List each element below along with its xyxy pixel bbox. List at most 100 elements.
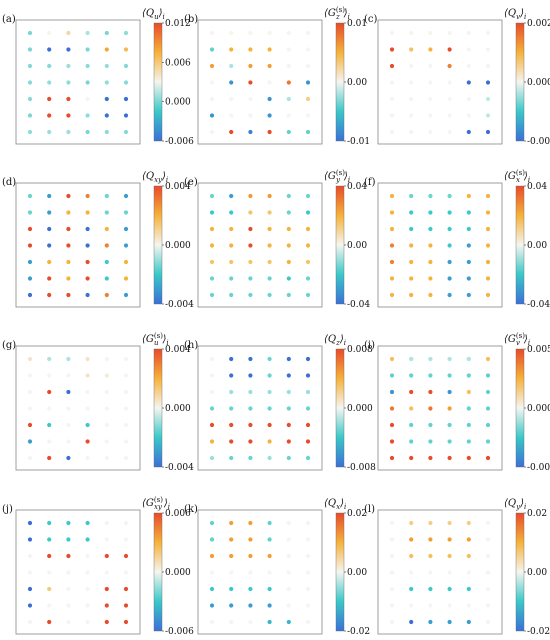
colorbar-tick-label: -0.004 [165,463,194,473]
data-point [305,520,311,526]
data-point [66,356,71,362]
data-point [209,129,215,135]
data-point [248,210,253,215]
data-point [27,586,33,592]
data-point [123,259,129,265]
data-point [209,439,215,444]
data-point [305,210,311,215]
plot-frame [197,19,323,145]
data-point [305,129,311,135]
plot-frame [197,182,323,308]
data-point [485,619,491,625]
data-point [27,276,33,281]
data-point [485,259,491,265]
data-point [85,553,90,559]
data-point [409,96,414,102]
colorbar-tick-label: 0.04 [527,182,547,192]
data-point [85,243,90,248]
plot-frame [15,345,141,471]
data-point [248,276,253,281]
data-point [267,226,272,232]
colorbar-title: ⟨G(s) y ⟩i [324,169,350,184]
data-point [248,292,253,298]
colorbar-tick-label: 0.000 [165,404,191,414]
data-point [428,113,433,118]
data-point [27,63,33,69]
data-point [286,619,291,625]
data-point [267,63,272,69]
data-point [85,356,90,362]
plot-frame [377,509,503,635]
data-point [305,439,311,444]
data-point [466,422,471,428]
data-point [123,47,129,52]
data-point [466,193,471,199]
colorbar-title: ⟨Qy⟩i [504,498,526,511]
data-point [267,619,272,625]
data-point [389,210,395,215]
data-point [267,113,272,118]
data-point [466,570,471,575]
data-point [85,210,90,215]
data-point [66,243,71,248]
data-point [104,210,109,215]
data-point [209,586,215,592]
data-point [267,520,272,526]
data-point [286,113,291,118]
data-point [27,406,33,411]
data-point [389,129,395,135]
data-point [229,113,234,118]
data-point [229,243,234,248]
data-point [229,80,234,85]
panel: (j) 0.006 0.000 -0.006 ⟨G(s) xy ⟩i [2,496,194,637]
colorbar [335,348,345,468]
data-point [389,96,395,102]
data-point [47,603,52,608]
plot-frame [15,182,141,308]
data-point [209,537,215,542]
data-point [428,210,433,215]
data-point [267,603,272,608]
data-point [267,80,272,85]
colorbar-tick-label: 0.008 [347,345,373,355]
data-point [123,210,129,215]
data-point [85,570,90,575]
panel-label: (c) [364,14,378,25]
data-point [209,520,215,526]
data-point [209,243,215,248]
data-point [286,389,291,395]
data-point [66,603,71,608]
data-point [485,47,491,52]
data-point [389,47,395,52]
data-point [85,292,90,298]
colorbar-tick-label: -0.04 [527,300,550,310]
data-point [305,603,311,608]
data-point [229,30,234,36]
data-point [209,113,215,118]
data-point [389,226,395,232]
data-point [389,619,395,625]
data-point [466,96,471,102]
data-point [409,422,414,428]
panel: (c) 0.002 0.000 -0.002 ⟨Qv⟩i [364,8,550,147]
colorbar-tick-label: 0.006 [165,509,191,519]
data-point [209,96,215,102]
data-point [286,553,291,559]
data-point [428,193,433,199]
data-point [447,373,452,378]
data-point [447,292,452,298]
data-point [66,96,71,102]
data-point [428,47,433,52]
data-point [47,243,52,248]
data-point [305,292,311,298]
data-point [47,30,52,36]
data-point [428,276,433,281]
data-point [485,96,491,102]
data-point [409,553,414,559]
plot-frame [377,345,503,471]
data-point [286,259,291,265]
data-point [286,210,291,215]
data-point [209,276,215,281]
data-point [485,226,491,232]
plot-frame [377,19,503,145]
